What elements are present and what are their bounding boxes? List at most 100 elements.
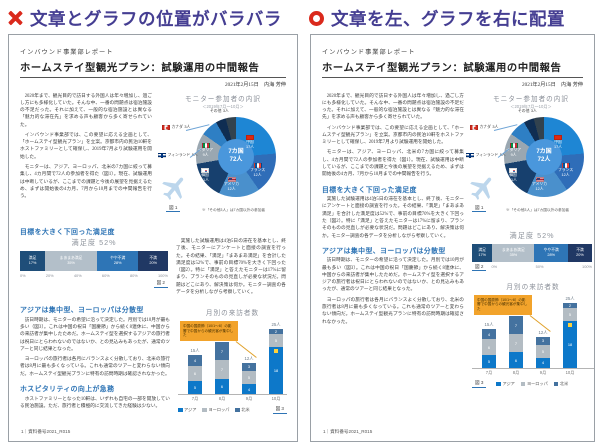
donut-center-line1: 7カ国 — [228, 149, 244, 155]
axis-tick: 80% — [129, 273, 138, 278]
flag-canada-icon — [162, 124, 170, 130]
figure2-caption: 図 2 — [153, 280, 168, 288]
legend-label: 北米 — [241, 407, 250, 412]
legend-item-northamerica: 北米 — [235, 407, 250, 413]
report-title: ホームステイ型観光プラン：試験運用の中間報告 — [322, 63, 562, 74]
axis-tick: 100% — [582, 263, 592, 269]
bar-total-label: 25人 — [565, 296, 575, 302]
cross-icon — [8, 11, 23, 26]
segment-label: 韓国 — [201, 173, 209, 177]
bar-segment-manzoku: 満足 17% — [472, 243, 493, 262]
chart-column: モニター参加者の内訳 ＜2019年7月～10月＞ 7カ国 72人 中国 17人 — [466, 93, 594, 388]
segment-value: 20% — [149, 261, 157, 265]
segment-value: 11人 — [201, 177, 209, 182]
segment-northamerica: 3 — [242, 363, 256, 371]
segment-value: 3人 — [222, 108, 229, 113]
two-column-layout: 2020年まで、観光目的で訪日する外国人は年々増加し、過ごし方にも多様化していた… — [322, 93, 594, 388]
asia-heading: アジアは集中型、ヨーロッパは分散型 — [322, 247, 446, 255]
axis-tick: 50% — [535, 263, 544, 269]
segment-label: イタリア — [506, 148, 522, 152]
segment-label: フランス — [558, 168, 574, 172]
segment-asia: 5 — [482, 355, 496, 368]
donut-label-korea: 韓国 11人 — [509, 167, 517, 183]
hospitality-paragraph: ホストファミリーとなった10軒は、いずれも自宅の一部を開放している民泊施設。ただ… — [20, 396, 170, 409]
segment-label: まあまあ満足 — [59, 256, 83, 261]
segment-label: 不満 — [576, 247, 584, 252]
text-column: 2020年まで、観光目的で訪日する外国人は年々増加し、過ごし方にも多様化していた… — [322, 93, 464, 388]
segment-value: 7 — [514, 340, 518, 346]
segment-value: 5 — [487, 359, 491, 364]
segment-value: 7 — [220, 367, 224, 373]
segment-value: 2 — [568, 303, 572, 309]
segment-northamerica: 4 — [482, 329, 496, 340]
segment-label: アメリカ — [532, 182, 547, 186]
annotation-box: 中国の国慶節（10/1～8）の影響で中国からの観光客が集中した — [180, 321, 238, 341]
legend-item-europe: ヨーロッパ — [202, 407, 229, 413]
segment-label: カナダ — [479, 124, 491, 129]
donut-label-usa: アメリカ 12人 — [532, 176, 547, 192]
segment-label: 満足 — [478, 247, 486, 252]
segment-value: 9人 — [202, 152, 209, 157]
participants-donut-chart: モニター参加者の内訳 ＜2019年7月～10月＞ 7カ国 72人 中国 17人 — [466, 93, 590, 221]
monthly-x-axis: 7月 8月 9月 10月 — [472, 369, 594, 376]
donut-area: 7カ国 72人 中国 17人 フランス 12人 — [466, 109, 590, 213]
segment-europe: 5 — [536, 344, 550, 358]
axis-tick: 60% — [101, 273, 110, 278]
segment-value: 2 — [274, 329, 278, 335]
segment-label: アメリカ — [224, 182, 239, 186]
bar-august: 20人 7 7 6 — [215, 335, 229, 395]
legend-item-asia: アジア — [496, 381, 515, 387]
circle-icon — [309, 10, 324, 26]
segment-label: やや不満 — [543, 247, 559, 252]
satisfaction-heading: 目標を大きく下回った満足度 — [322, 186, 417, 194]
axis-tick: 9月 — [539, 370, 547, 375]
donut-label-usa: アメリカ 12人 — [224, 176, 239, 192]
flag-usa-icon — [227, 176, 236, 182]
segment-label: フィンランド — [475, 152, 499, 157]
segment-label: やや不満 — [110, 256, 126, 261]
donut-label-china: 中国 17人 — [246, 134, 254, 150]
bar-october: 25人 2 5 18 — [563, 296, 577, 368]
donut-subtitle: ＜2019年7月～10月＞ — [202, 103, 244, 109]
segment-label: イタリア — [198, 148, 214, 152]
good-example-banner: 文章を左、グラフを右に配置 — [309, 5, 565, 31]
segment-label: カナダ — [171, 124, 183, 129]
legend-swatch — [553, 381, 559, 386]
flag-france-icon — [253, 162, 262, 168]
segment-value: 5 — [193, 385, 197, 391]
asia-text: 訪日時期は、モニターの希望に沿って決定した。月別では10月が最も多い（図3）。こ… — [322, 257, 464, 326]
bar-total-label: 25人 — [271, 322, 281, 328]
segment-label: 不満 — [149, 256, 157, 261]
donut-center-label: 7カ国 72人 — [218, 138, 254, 175]
donut-label-italy: イタリア 9人 — [198, 142, 214, 158]
segment-label: その他 — [210, 108, 222, 113]
segment-value: 5 — [541, 348, 545, 354]
bar-segment-maamaa: まあまあ満足 35% — [492, 243, 535, 262]
intro-paragraph: 2020年まで、観光目的で訪日する外国人は年々増加し、過ごし方にも多様化していた… — [20, 93, 152, 128]
bar-segment-maamaa: まあまあ満足 35% — [45, 251, 97, 271]
axis-tick: 7月 — [191, 396, 199, 402]
axis-tick: 8月 — [218, 396, 226, 402]
axis-tick: 8月 — [512, 370, 520, 375]
intro-section: 2020年まで、観光目的で訪日する外国人は年々増加し、過ごし方にも多様化していた… — [20, 93, 286, 221]
segment-value: 11人 — [509, 177, 517, 182]
intro-paragraph: モニターは、アジア、ヨーロッパ、北米の7カ国に絞って募集し、4カ月間で72人の参… — [322, 150, 464, 178]
bar-segment-manzoku: 満足 17% — [20, 251, 46, 271]
figure2-caption-row: 図 2 0% 50% 100% — [472, 263, 592, 271]
segment-value: 4 — [541, 360, 545, 366]
donut-center-label: 7カ国 72人 — [526, 138, 562, 175]
segment-value: 5人 — [191, 152, 198, 157]
donut-center-line2: 72人 — [537, 156, 551, 163]
hospitality-heading: ホスピタリティの向上が急務 — [20, 386, 115, 393]
legend-label: ヨーロッパ — [526, 380, 548, 386]
axis-tick: 7月 — [485, 370, 493, 375]
bar-segment-yayafuman: やや不満 28% — [96, 251, 139, 271]
segment-asia: 18 — [563, 321, 577, 368]
satisfaction-chart-title: 満足度 52% — [71, 238, 117, 247]
segment-value: 12人 — [227, 186, 236, 191]
segment-value: 20% — [576, 252, 584, 257]
segment-asia: 4 — [536, 357, 550, 368]
bar-segment-fuman: 不満 20% — [138, 251, 168, 271]
asia-paragraph: 訪日時期は、モニターの希望に沿って決定した。月別では10月が最も多い（図3）。こ… — [322, 258, 464, 293]
satisfaction-section: 満足度 52% 満足 17% まあまあ満足 35% やや不満 28% — [20, 238, 286, 299]
